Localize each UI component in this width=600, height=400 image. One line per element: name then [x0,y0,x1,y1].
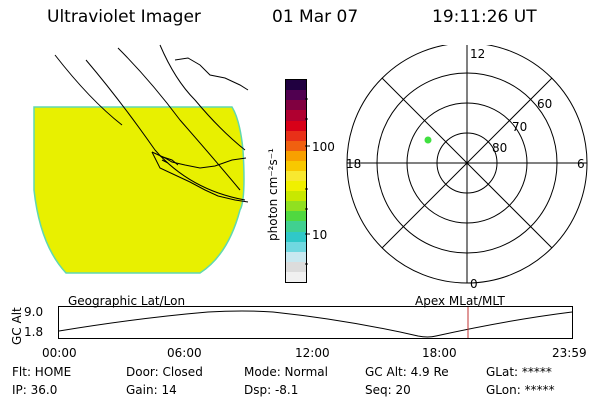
status-door: Door: Closed [126,365,203,379]
status-glon: GLon: ***** [486,383,555,397]
colorbar-tick-10: 10 [312,228,328,242]
status-mode: Mode: Normal [244,365,328,379]
geographic-map [33,44,249,274]
instrument-title: Ultraviolet Imager [47,7,201,27]
colorbar-swatch [286,241,306,252]
timeline-tick-2359: 23:59 [552,346,587,360]
colorbar-tick-100: 100 [312,140,335,154]
polar-label-6: 6 [577,157,585,171]
timeline-axis-label: GC Alt [10,307,24,345]
date-label: 01 Mar 07 [272,7,359,27]
coastline-lines [54,44,249,203]
status-gain: Gain: 14 [126,383,177,397]
colorbar-swatch [286,231,306,242]
time-label: 19:11:26 UT [432,7,537,27]
colorbar-swatch [286,80,306,91]
status-ip: IP: 36.0 [12,383,58,397]
polar-label-lat-70: 70 [512,120,528,134]
timeline-tick-0600: 06:00 [167,346,202,360]
timeline-y-bottom: 1.8 [24,325,44,339]
colorbar-swatch [286,251,306,262]
polar-label-lat-80: 80 [492,141,508,155]
colorbar-swatch [286,130,306,141]
polar-plot [346,45,588,284]
colorbar-swatch [286,120,306,131]
polar-label-12: 12 [470,47,486,61]
status-dsp: Dsp: -8.1 [244,383,299,397]
colorbar-swatch [286,150,306,161]
timeline-right-title: Apex MLat/MLT [415,294,505,308]
colorbar-unit-label: photon cm⁻²s⁻¹ [266,148,280,241]
colorbar-swatch [286,140,306,151]
colorbar-swatch [286,211,306,222]
colorbar-swatch [286,271,306,282]
timeline-left-title: Geographic Lat/Lon [68,294,186,308]
polar-label-0: 0 [470,277,478,291]
colorbar-swatch [286,261,306,272]
colorbar-swatch [286,170,306,182]
colorbar-swatch [286,191,306,202]
status-glat: GLat: ***** [486,365,552,379]
colorbar-ticks [305,98,310,265]
colorbar-swatch [286,100,306,111]
timeline-tick-1800: 18:00 [422,346,457,360]
colorbar-swatch [286,201,306,212]
colorbar-swatch [286,90,306,101]
status-gc-alt: GC Alt: 4.9 Re [365,365,449,379]
timeline-y-top: 9.0 [24,305,44,319]
status-flt: Flt: HOME [12,365,72,379]
colorbar-swatch [286,110,306,121]
timeline-altitude-curve [58,310,573,338]
colorbar-swatch [286,221,306,232]
colorbar-swatch [286,181,306,192]
colorbar-swatch [286,160,306,171]
polar-diagonal-b [381,77,553,249]
map-auroral-region [33,106,245,274]
colorbar [285,79,307,283]
polar-marker [424,136,432,144]
timeline-tick-0000: 00:00 [42,346,77,360]
polar-label-lat-60: 60 [537,97,553,111]
timeline-frame [58,306,573,339]
polar-label-18: 18 [346,157,362,171]
timeline-plot [58,306,573,339]
status-seq: Seq: 20 [365,383,411,397]
timeline-tick-1200: 12:00 [295,346,330,360]
